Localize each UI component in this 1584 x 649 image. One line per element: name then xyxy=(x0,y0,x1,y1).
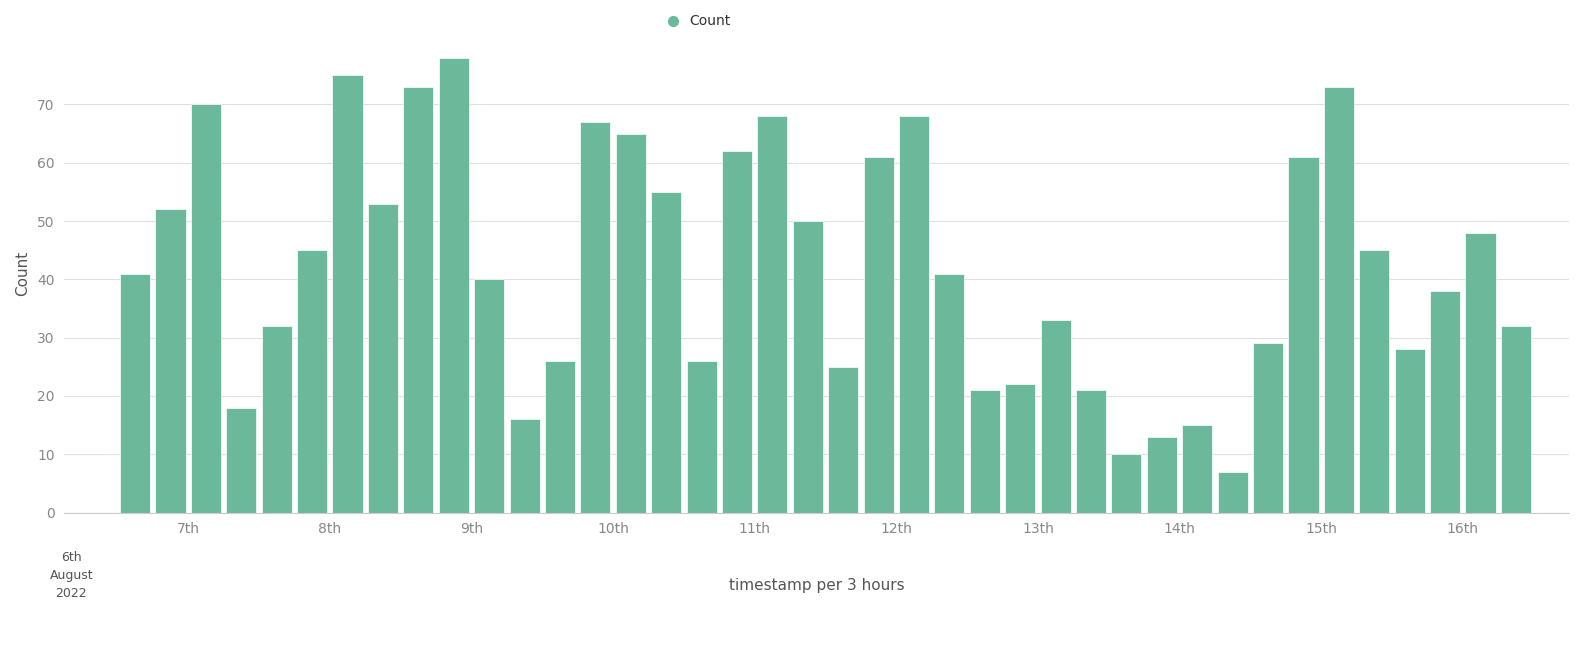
Bar xyxy=(1324,87,1354,513)
Bar xyxy=(120,273,150,513)
Bar xyxy=(1076,390,1106,513)
Bar xyxy=(333,75,363,513)
Text: Count: Count xyxy=(689,14,730,28)
Bar xyxy=(1359,251,1389,513)
Bar xyxy=(686,361,716,513)
Bar xyxy=(1288,157,1318,513)
Bar xyxy=(863,157,893,513)
Bar xyxy=(1430,291,1460,513)
Bar xyxy=(1253,343,1283,513)
Bar xyxy=(1006,384,1036,513)
Bar xyxy=(792,221,822,513)
Bar xyxy=(1182,425,1212,513)
Bar xyxy=(439,58,469,513)
Bar xyxy=(227,408,257,513)
Bar xyxy=(969,390,1000,513)
Bar xyxy=(155,210,185,513)
Bar xyxy=(1218,472,1248,513)
Bar xyxy=(298,251,328,513)
Y-axis label: Count: Count xyxy=(14,251,30,296)
Bar xyxy=(1394,349,1424,513)
Bar xyxy=(1147,437,1177,513)
Bar xyxy=(1502,326,1532,513)
Bar xyxy=(1112,454,1142,513)
Bar xyxy=(651,192,681,513)
Bar xyxy=(616,134,646,513)
Text: 6th
August
2022: 6th August 2022 xyxy=(49,551,93,600)
Bar xyxy=(935,273,965,513)
Bar xyxy=(1465,233,1495,513)
Bar xyxy=(474,279,504,513)
Bar xyxy=(1041,320,1071,513)
Bar xyxy=(190,104,220,513)
Bar xyxy=(580,122,610,513)
Bar xyxy=(261,326,291,513)
Bar xyxy=(545,361,575,513)
Bar xyxy=(367,204,398,513)
X-axis label: timestamp per 3 hours: timestamp per 3 hours xyxy=(729,578,904,593)
Bar xyxy=(404,87,434,513)
Bar xyxy=(828,367,859,513)
Bar xyxy=(900,116,930,513)
Bar xyxy=(510,419,540,513)
Bar xyxy=(722,151,752,513)
Bar xyxy=(757,116,787,513)
